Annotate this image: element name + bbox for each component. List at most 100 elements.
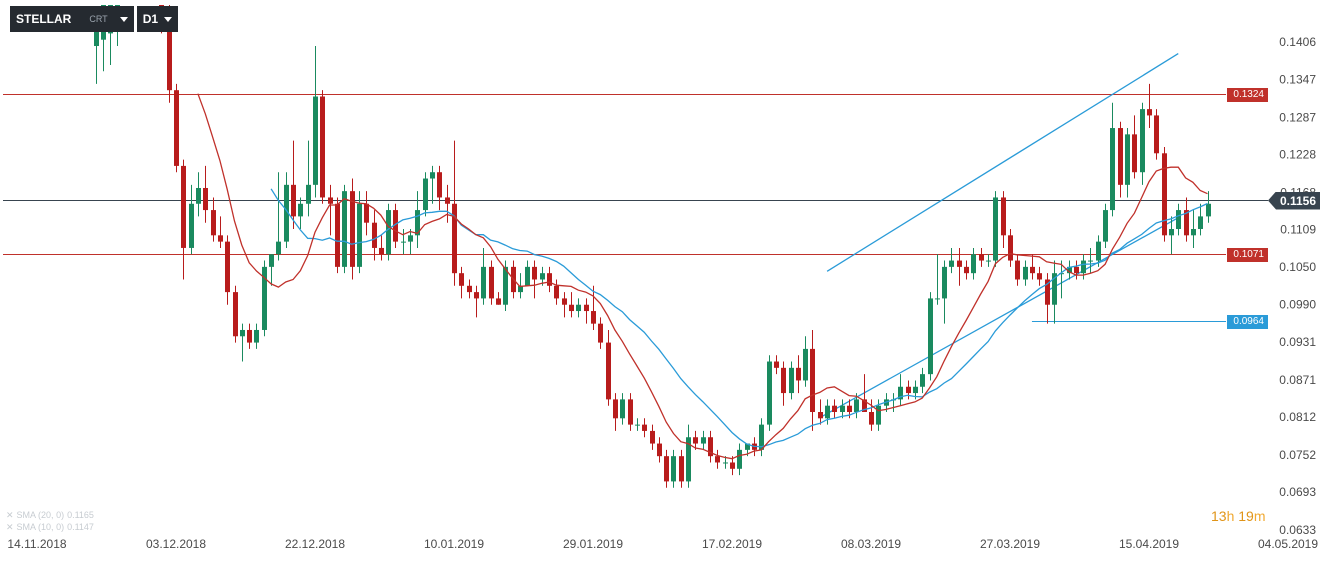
candle bbox=[1118, 121, 1123, 198]
candle-body bbox=[920, 374, 925, 387]
candle-body bbox=[481, 266, 486, 299]
candle-body bbox=[1191, 229, 1196, 236]
candle-body bbox=[796, 367, 801, 381]
candle bbox=[211, 197, 216, 242]
candle bbox=[386, 203, 391, 261]
candle-body bbox=[554, 285, 559, 299]
candle-body bbox=[1052, 273, 1057, 305]
candle-body bbox=[693, 437, 698, 444]
candle bbox=[657, 437, 662, 463]
candle bbox=[1169, 216, 1174, 255]
chart-toolbar: STELLAR CRT D1 bbox=[10, 6, 179, 32]
candle-body bbox=[364, 203, 369, 223]
candle bbox=[1008, 229, 1013, 267]
candle bbox=[1001, 191, 1006, 248]
candle-body bbox=[591, 311, 596, 324]
y-tick-label: 0.0752 bbox=[1279, 448, 1316, 462]
y-tick-label: 0.1406 bbox=[1279, 35, 1316, 49]
candle bbox=[1067, 260, 1072, 280]
candle-body bbox=[379, 247, 384, 255]
candle-body bbox=[876, 405, 881, 425]
candle bbox=[467, 279, 472, 299]
candle-body bbox=[233, 292, 238, 337]
candle bbox=[810, 329, 815, 431]
candle-body bbox=[503, 266, 508, 305]
candle-body bbox=[1162, 153, 1167, 236]
candle-body bbox=[562, 298, 567, 305]
candle bbox=[364, 191, 369, 236]
candle-body bbox=[671, 456, 676, 482]
candle-body bbox=[335, 203, 340, 267]
candle-body bbox=[1074, 266, 1079, 274]
candle bbox=[606, 329, 611, 406]
candle bbox=[635, 418, 640, 431]
candle-body bbox=[518, 285, 523, 293]
candle-body bbox=[401, 241, 406, 243]
candle bbox=[693, 430, 698, 450]
chevron-down-icon bbox=[164, 16, 173, 22]
candle-body bbox=[1206, 203, 1211, 217]
candle bbox=[532, 260, 537, 299]
x-tick-label: 14.11.2018 bbox=[7, 537, 66, 551]
candle-body bbox=[540, 273, 545, 280]
candle-body bbox=[913, 386, 918, 394]
candle bbox=[423, 172, 428, 217]
candle bbox=[1096, 235, 1101, 267]
candle-body bbox=[1096, 241, 1101, 261]
legend-item-sma20[interactable]: ✕ SMA (20, 0) 0.1165 bbox=[6, 509, 94, 521]
candle-body bbox=[715, 456, 720, 463]
y-tick-label: 0.0871 bbox=[1279, 373, 1316, 387]
candle bbox=[525, 260, 530, 286]
candle-body bbox=[203, 187, 208, 211]
candle-body bbox=[459, 273, 464, 286]
candle-body bbox=[423, 178, 428, 211]
symbol-selector[interactable]: STELLAR CRT bbox=[10, 6, 134, 32]
candle bbox=[1132, 115, 1137, 179]
candle-body bbox=[437, 172, 442, 198]
x-tick-label: 10.01.2019 bbox=[424, 537, 484, 551]
candle-body bbox=[1023, 266, 1028, 280]
candle-body bbox=[240, 329, 245, 337]
candle bbox=[949, 247, 954, 274]
candle bbox=[335, 197, 340, 274]
candle-body bbox=[1030, 266, 1035, 274]
candle bbox=[474, 285, 479, 318]
candle-body bbox=[1154, 115, 1159, 154]
timeframe-selector[interactable]: D1 bbox=[136, 6, 179, 32]
candle bbox=[430, 165, 435, 204]
candle bbox=[620, 393, 625, 425]
candle bbox=[298, 197, 303, 230]
candle bbox=[825, 399, 830, 425]
price-tag: 0.0964 bbox=[1227, 314, 1268, 329]
candle bbox=[935, 254, 940, 305]
candle-body bbox=[1147, 109, 1152, 116]
candle-body bbox=[993, 197, 998, 261]
candle-body bbox=[935, 298, 940, 300]
legend-item-sma10[interactable]: ✕ SMA (10, 0) 0.1147 bbox=[6, 521, 94, 533]
legend-value: 0.1165 bbox=[67, 510, 94, 520]
candle-body bbox=[847, 405, 852, 413]
candle bbox=[1103, 203, 1108, 248]
candle bbox=[584, 298, 589, 324]
candle bbox=[496, 292, 501, 305]
legend-value: 0.1147 bbox=[67, 522, 94, 532]
candle bbox=[1059, 260, 1064, 299]
candle-body bbox=[774, 361, 779, 368]
close-icon[interactable]: ✕ bbox=[6, 510, 14, 520]
candle bbox=[379, 235, 384, 261]
close-icon[interactable]: ✕ bbox=[6, 522, 14, 532]
candle-body bbox=[196, 187, 201, 204]
candle-body bbox=[547, 273, 552, 286]
candle-body bbox=[1169, 229, 1174, 236]
candle bbox=[1015, 254, 1020, 286]
candle bbox=[415, 191, 420, 248]
candle bbox=[781, 361, 786, 406]
candle bbox=[964, 260, 969, 280]
candle-body bbox=[393, 210, 398, 242]
x-tick-label: 17.02.2019 bbox=[702, 537, 762, 551]
candle-body bbox=[576, 304, 581, 312]
candle-body bbox=[1125, 134, 1130, 185]
candle bbox=[393, 203, 398, 248]
candle-body bbox=[313, 96, 318, 185]
